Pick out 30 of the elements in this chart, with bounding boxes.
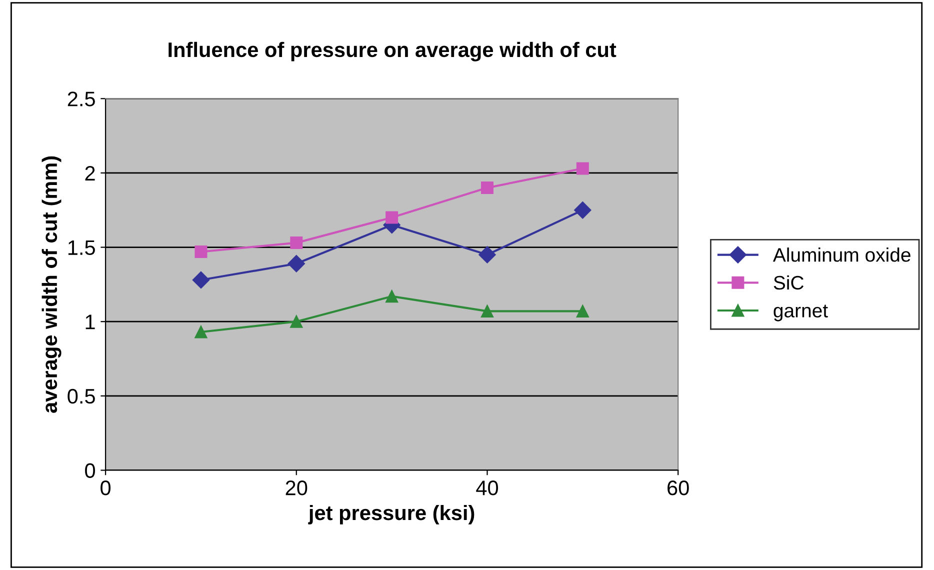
- legend-label: garnet: [774, 304, 828, 322]
- point: [478, 246, 496, 264]
- y-tick-label: 2: [85, 166, 95, 180]
- chart-title: Influence of pressure on average width of cut: [168, 42, 616, 62]
- y-tick-label: 2.5: [68, 92, 95, 106]
- point: [290, 315, 303, 328]
- y-tick-label: 0.5: [68, 388, 95, 404]
- point: [192, 271, 210, 289]
- point: [194, 326, 208, 338]
- point: [386, 290, 398, 303]
- legend-label: Aluminum oxide: [772, 248, 910, 262]
- point: [576, 304, 589, 318]
- y-axis-title: average width of cut (mm): [42, 156, 62, 413]
- x-tick-label: 60: [668, 480, 689, 496]
- y-tick-label: 0: [85, 463, 96, 478]
- y-tick-label: 1: [86, 314, 95, 330]
- x-tick-label: 20: [286, 480, 308, 496]
- point: [576, 162, 589, 175]
- point: [574, 202, 592, 219]
- legend-label: SiC: [774, 275, 804, 290]
- point: [480, 304, 494, 318]
- x-axis-title: jet pressure (ksi): [308, 504, 474, 524]
- point: [290, 236, 303, 250]
- point: [194, 245, 208, 258]
- point: [386, 211, 398, 224]
- point: [480, 182, 494, 194]
- point: [288, 255, 305, 272]
- x-tick-label: 40: [476, 480, 498, 496]
- x-tick-label: 0: [100, 480, 111, 496]
- y-tick-label: 1.5: [68, 240, 95, 256]
